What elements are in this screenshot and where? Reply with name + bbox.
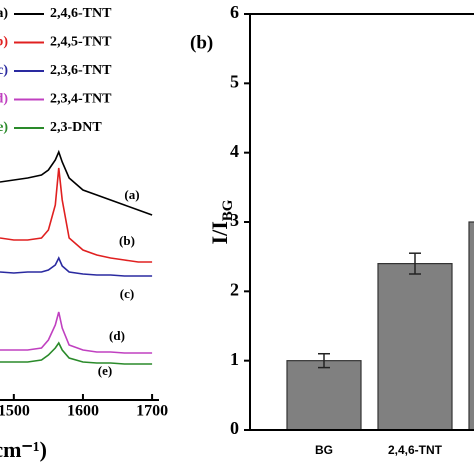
y-tick-label: 2 (230, 279, 239, 299)
legend-marker-label: (a) (0, 6, 8, 21)
y-tick-label: 4 (230, 141, 239, 161)
y-label-sub: BG (220, 199, 236, 221)
legend-label: 2,3,6-TNT (50, 63, 112, 78)
legend-marker-label: (d) (0, 92, 8, 107)
spectrum-line (0, 311, 153, 354)
y-tick-label: 5 (230, 71, 239, 91)
curve-label: (a) (124, 187, 139, 202)
x-tick-label: BG (315, 443, 333, 457)
x-tick-label: 2,4,6-TNT (388, 443, 443, 457)
legend-label: 2,3-DNT (50, 120, 102, 135)
panel-label: (b) (190, 32, 213, 53)
spectrum-line (0, 256, 153, 277)
legend-label: 2,3,4-TNT (50, 92, 112, 107)
y-tick-label: 1 (230, 349, 239, 369)
y-label-main: I/I (207, 221, 232, 244)
spectrum-line (0, 341, 153, 365)
legend-marker-label: (b) (0, 35, 8, 50)
y-axis-label-text: I/IBG (207, 199, 236, 244)
y-tick-label: 6 (230, 2, 239, 22)
y-tick-label: 3 (230, 210, 239, 230)
curve-label: (b) (119, 233, 135, 248)
x-tick-label: 1600 (67, 403, 99, 420)
x-tick-label: 1500 (0, 403, 30, 420)
bar (468, 221, 474, 431)
x-axis-label: (cm⁻¹) (0, 437, 47, 462)
bar (377, 263, 453, 431)
bar (286, 360, 362, 431)
legend-label: 2,4,6-TNT (50, 6, 112, 21)
curve-label: (d) (109, 328, 125, 343)
legend-marker-label: (c) (0, 63, 8, 78)
spectrum-line (0, 167, 153, 263)
legend-label: 2,4,5-TNT (50, 35, 112, 50)
y-tick-label: 0 (230, 418, 239, 438)
legend-marker-label: (e) (0, 120, 8, 135)
x-tick-label: 1700 (136, 403, 168, 420)
spectrum-line (0, 149, 153, 216)
curve-label: (e) (98, 363, 112, 378)
spectra-panel: 1500 1600 1700 (cm⁻¹) (a) 2,4,6-TNT (a) (b) 2,4,… (0, 6, 168, 462)
curve-label: (c) (120, 286, 134, 301)
y-axis-label: I/IBG (207, 199, 236, 244)
